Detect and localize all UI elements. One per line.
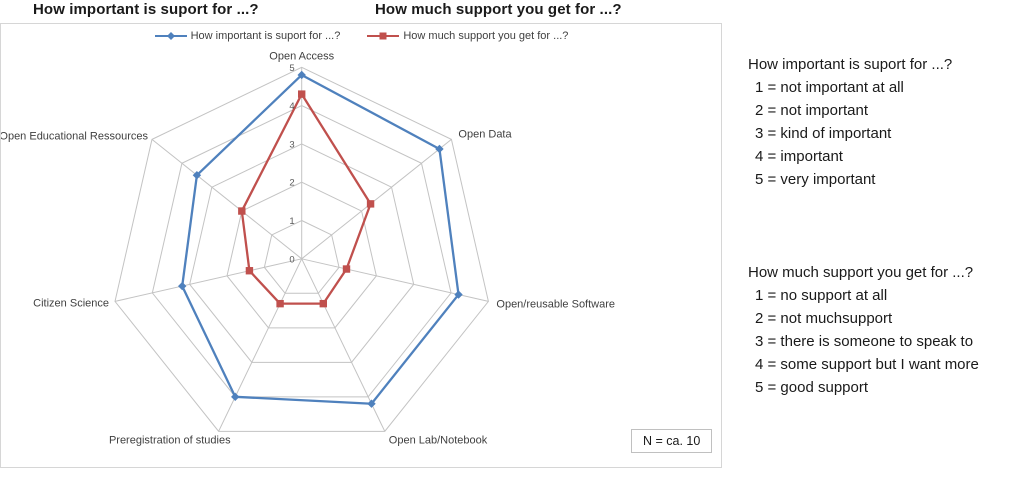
- scale-item: 4 = some support but I want more: [755, 356, 979, 373]
- series-polygon: [181, 73, 460, 405]
- axis-tick-label: 3: [289, 139, 294, 150]
- category-label: Citizen Science: [33, 297, 109, 309]
- category-label: Open Data: [458, 128, 512, 140]
- axis-tick-label: 2: [289, 178, 294, 189]
- category-label: Preregistration of studies: [109, 434, 231, 446]
- scale-item: 4 = important: [755, 148, 843, 165]
- legend-label-support: How much support you get for ...?: [403, 30, 569, 42]
- legend-marker-support-icon: [367, 32, 400, 40]
- scale-item: 3 = there is someone to speak to: [755, 333, 974, 350]
- radar-chart-area: 0 1 2 3 4 5 Open Access Open Data Open/reusable …: [0, 23, 722, 468]
- axis-tick-label: 5: [289, 63, 294, 74]
- scale-item: 2 = not muchsupport: [755, 310, 893, 327]
- scale-item: 1 = not important at all: [755, 79, 904, 96]
- scale-item: 5 = good support: [755, 379, 869, 396]
- legend-marker-importance-icon: [154, 32, 187, 40]
- axis-tick-label: 0: [289, 254, 294, 265]
- scale-item: 3 = kind of important: [755, 125, 892, 142]
- importance-scale-items: 1 = not important at all 2 = not importan…: [748, 76, 1018, 191]
- chart-legend: How important is suport for ...? How muc…: [1, 30, 721, 42]
- series-polygon: [240, 92, 372, 305]
- legend-entry-support[interactable]: How much support you get for ...?: [366, 30, 568, 42]
- axis-tick-label: 1: [289, 216, 294, 227]
- scale-item: 5 = very important: [755, 171, 876, 188]
- legend-label-importance: How important is suport for ...?: [190, 30, 341, 42]
- category-label: Open/reusable Software: [496, 298, 615, 310]
- support-scale-legend: How much support you get for ...? 1 = no…: [748, 261, 1018, 399]
- scale-item: 2 = not important: [755, 102, 868, 119]
- category-label: Open Educational Ressources: [1, 130, 148, 142]
- support-scale-title: How much support you get for ...?: [748, 264, 974, 281]
- importance-scale-legend: How important is suport for ...? 1 = not…: [748, 53, 1018, 191]
- scale-item: 1 = no support at all: [755, 287, 888, 304]
- legend-entry-importance[interactable]: How important is suport for ...?: [154, 30, 341, 42]
- support-scale-items: 1 = no support at all 2 = not muchsupport…: [748, 284, 1018, 399]
- importance-scale-title: How important is suport for ...?: [748, 56, 953, 73]
- category-label: Open Lab/Notebook: [389, 434, 488, 446]
- category-label: Open Access: [269, 50, 334, 62]
- chart-title-importance: How important is suport for ...?: [33, 1, 259, 18]
- chart-title-support: How much support you get for ...?: [375, 1, 622, 18]
- axis-tick-label: 4: [289, 101, 294, 112]
- sample-size-badge: N = ca. 10: [631, 429, 713, 453]
